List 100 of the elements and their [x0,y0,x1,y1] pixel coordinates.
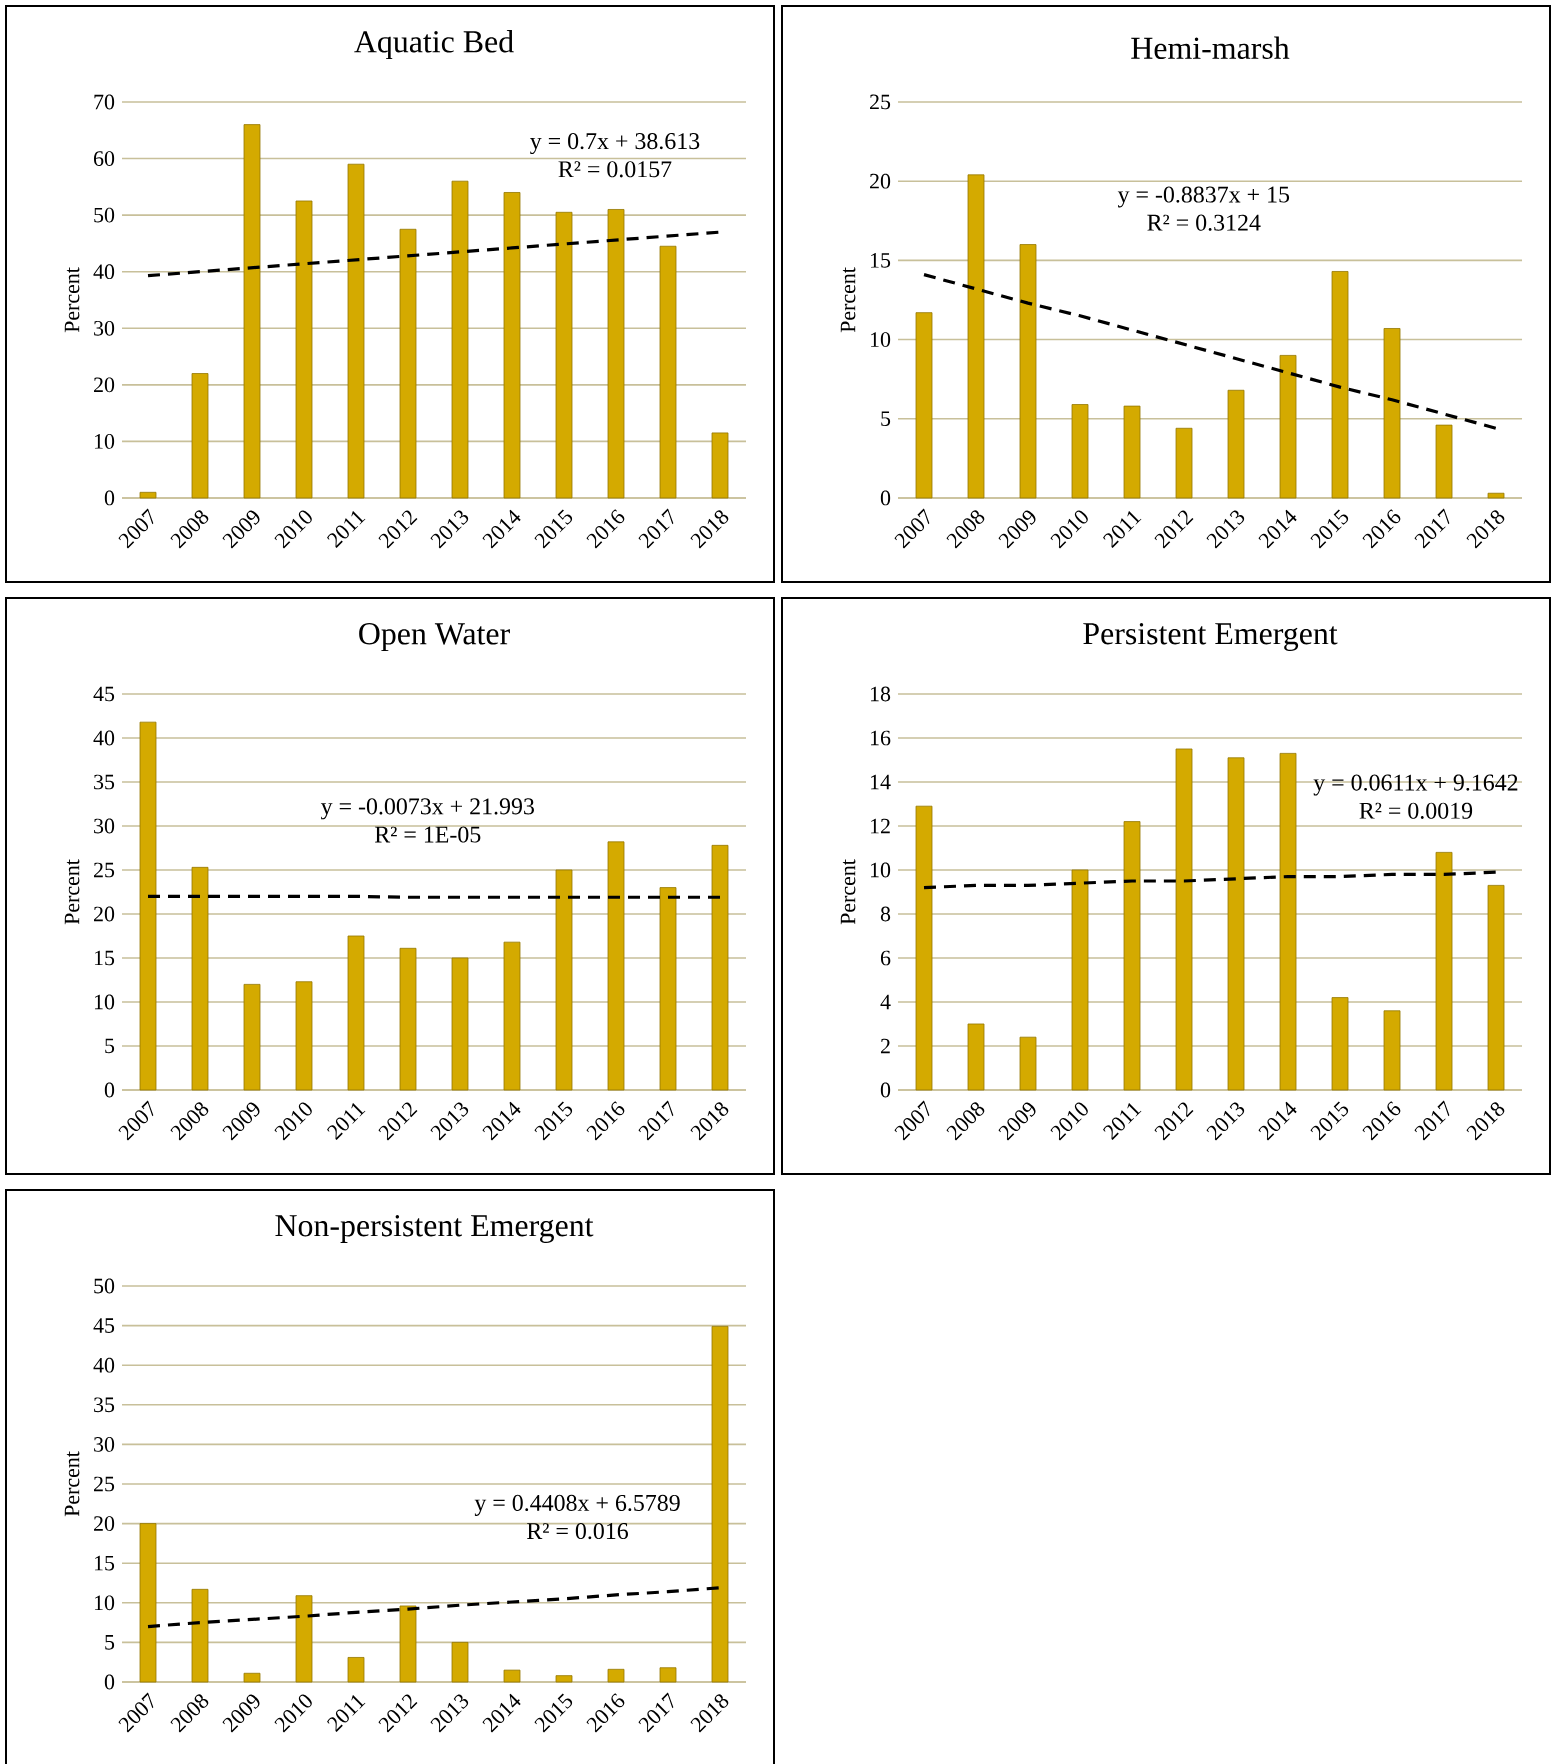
y-tick-label: 35 [94,774,115,790]
bar [347,1657,365,1683]
bar [1227,389,1245,499]
bar [1435,851,1453,1091]
y-tick-label: 45 [93,686,115,702]
bar [1071,404,1089,499]
annotation: y = -0.8837x + 15 [1117,186,1290,208]
y-tick-label: 40 [93,264,115,280]
annotation: R² = 0.016 [527,1522,628,1540]
bar [243,124,261,499]
x-tick-label: 2011 [1103,1103,1142,1140]
chart-title: Non-persistent Emergent [275,1215,594,1243]
bar [711,432,729,499]
y-tick-label: 4 [880,994,891,1010]
y-tick-label: 10 [870,332,891,347]
y-tick-label: 20 [94,377,115,393]
bar [503,192,521,499]
bar [1331,271,1349,499]
chart-title: Hemi-marsh [1131,36,1290,59]
x-tick-label: 2011 [327,1103,366,1140]
bar [711,1325,729,1683]
chart-title: Persistent Emergent [1083,623,1338,651]
y-axis-title: Percent [840,859,856,925]
bar [139,1523,157,1683]
y-tick-label: 60 [93,151,115,166]
y-tick-label: 5 [105,1635,115,1650]
bar [399,947,417,1091]
bar [1279,355,1297,499]
line-series [146,1586,722,1629]
bar [555,1675,573,1683]
y-axis-title: Percent [64,859,80,925]
bar [503,941,521,1091]
annotation: y = 0.4408x + 6.5789 [474,1494,680,1516]
y-tick-label: 50 [94,1278,115,1294]
bar [295,200,313,499]
y-tick-label: 8 [880,906,891,922]
bar [451,180,469,499]
bar [659,245,677,499]
y-tick-label: 10 [870,862,891,878]
bar [1071,869,1089,1091]
y-tick-label: 50 [94,207,115,223]
bar [555,211,573,499]
annotation: R² = 0.0019 [1359,802,1473,819]
y-tick-label: 30 [94,320,115,336]
y-tick-label: 15 [94,950,115,966]
bar [399,228,417,499]
bar [451,1641,469,1683]
y-tick-label: 18 [870,686,891,702]
chart-title: Aquatic Bed [354,30,514,59]
chart-title: Open Water [359,623,510,651]
y-tick-label: 40 [93,730,115,746]
y-tick-label: 16 [870,730,891,746]
bar [1487,492,1505,499]
bar [1383,328,1401,499]
y-tick-label: 30 [94,818,115,834]
y-tick-label: 70 [94,94,115,110]
y-tick-label: 35 [94,1397,115,1413]
bar [659,887,677,1091]
y-tick-label: 12 [870,818,890,834]
y-tick-label: 30 [94,1437,115,1452]
bar [347,163,365,499]
bar [243,983,261,1091]
bar [967,174,985,499]
y-tick-label: 0 [104,1082,115,1098]
y-tick-label: 25 [870,94,891,110]
y-tick-label: 0 [880,1082,891,1098]
bar [1435,424,1453,499]
bar [191,373,209,499]
bar [1279,752,1297,1091]
x-tick-label: 2011 [327,1695,366,1732]
y-tick-label: 20 [94,906,115,922]
y-tick-label: 25 [94,862,115,878]
x-tick-label: 2011 [327,511,366,548]
bar [1123,821,1141,1091]
bar [1019,1036,1037,1091]
bar [503,1669,521,1683]
y-tick-label: 10 [94,994,115,1010]
bar [191,1588,209,1683]
y-tick-label: 0 [104,490,115,506]
bar [139,491,157,499]
bar [1487,884,1505,1091]
y-axis-title: Percent [64,267,80,333]
bar [295,981,313,1091]
y-tick-label: 15 [870,253,891,268]
bar [1019,244,1037,499]
bar [1123,405,1141,499]
bar [607,1668,625,1683]
y-tick-label: 5 [881,411,891,427]
y-tick-label: 0 [880,490,891,506]
bar [295,1595,313,1683]
y-tick-label: 10 [94,434,115,449]
y-tick-label: 10 [94,1595,115,1611]
bar [555,869,573,1091]
y-tick-label: 6 [880,950,891,966]
bar [1175,748,1193,1091]
bar [967,1023,985,1091]
y-tick-label: 20 [870,173,891,189]
y-tick-label: 20 [94,1516,115,1531]
bar [451,957,469,1091]
annotation: R² = 1E-05 [374,826,481,843]
